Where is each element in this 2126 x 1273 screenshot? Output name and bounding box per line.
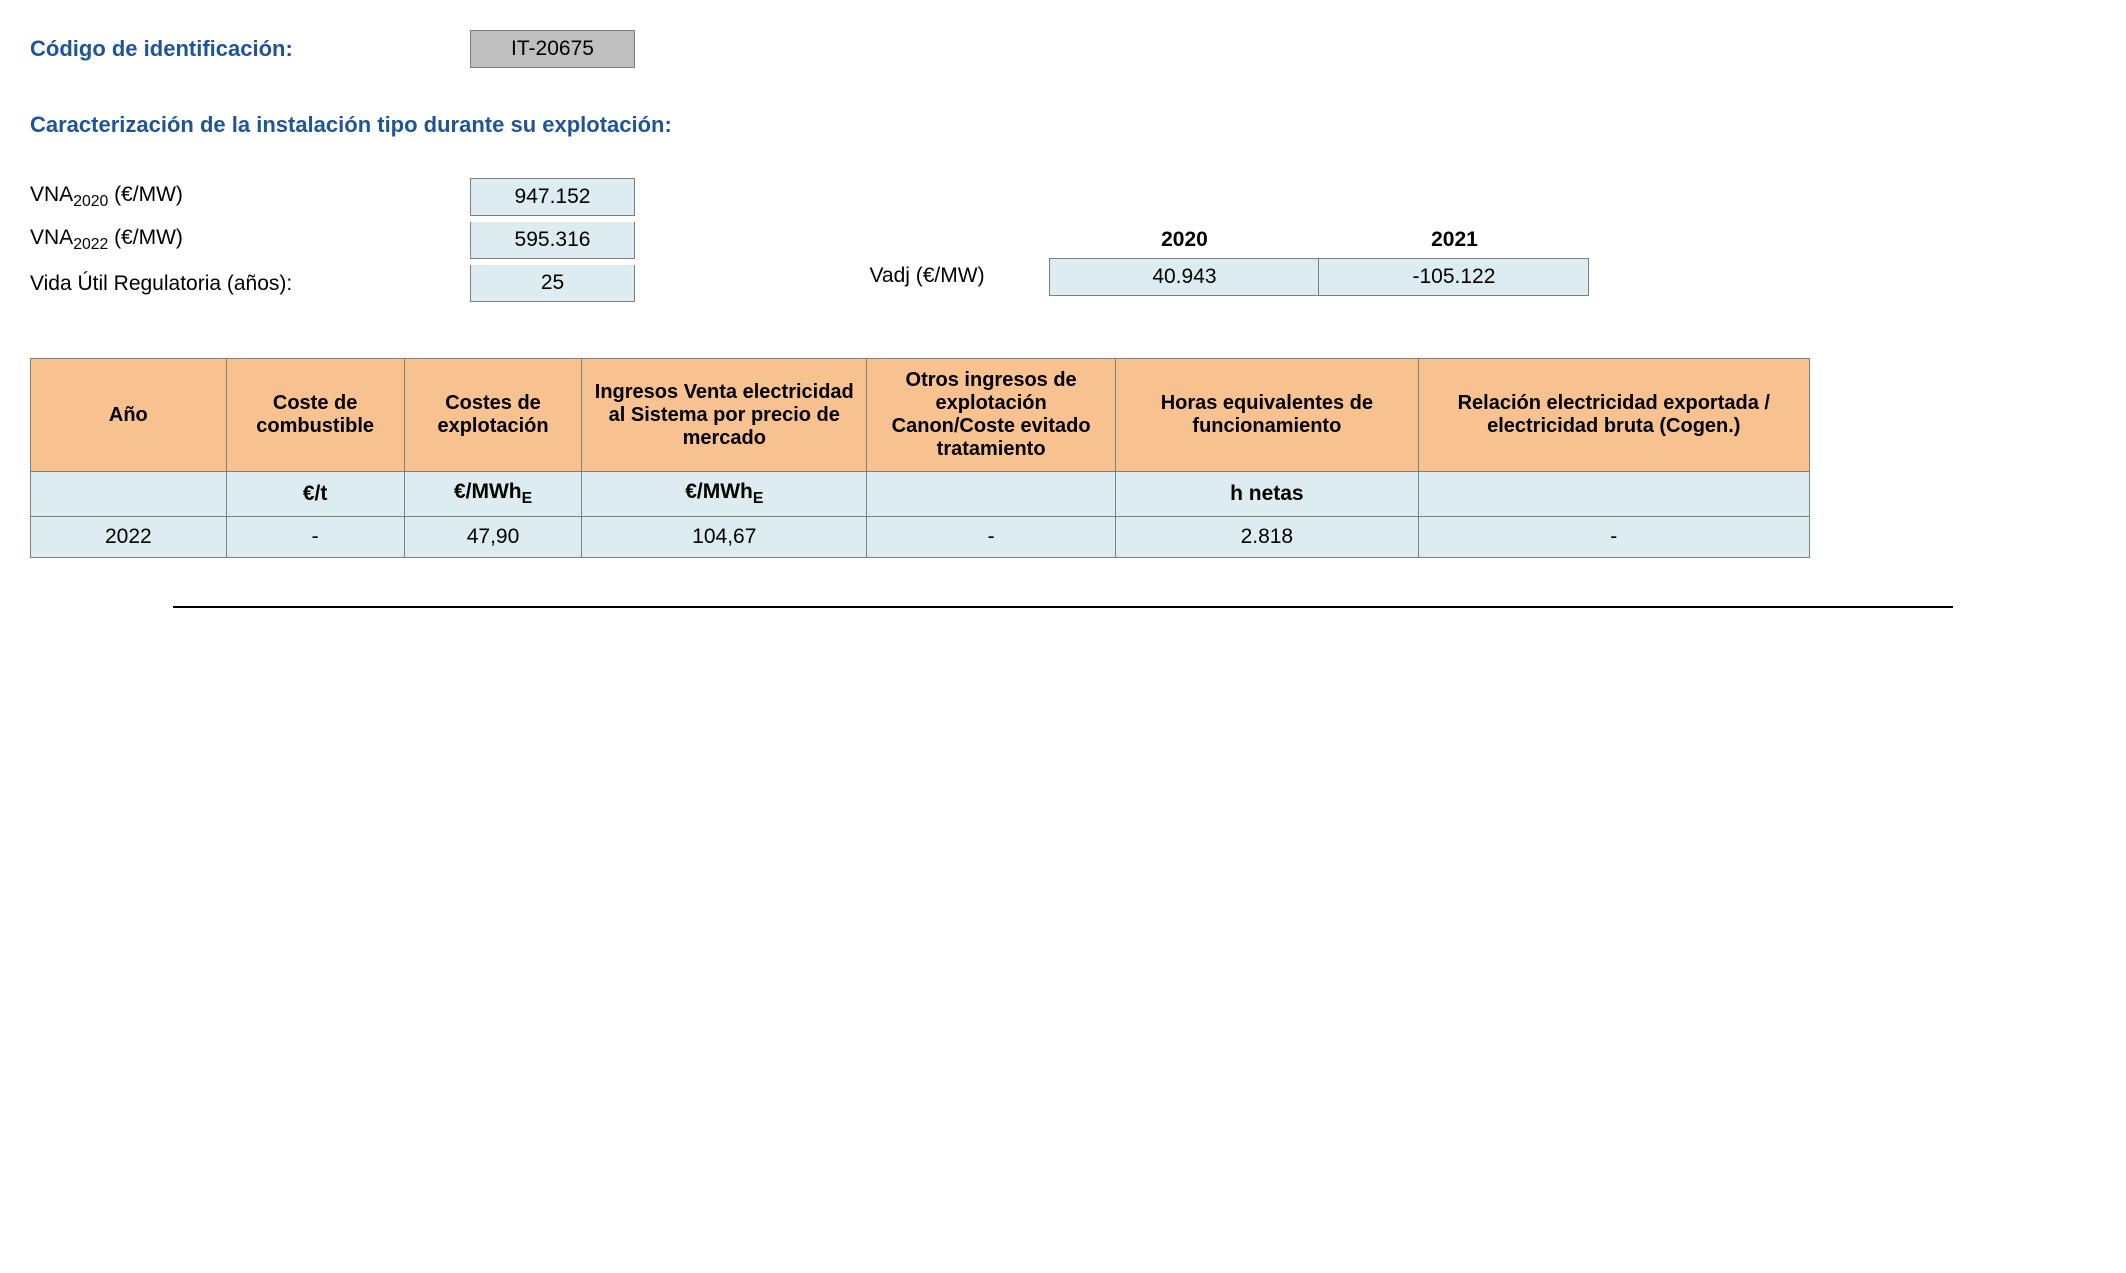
codigo-value: IT-20675 — [470, 30, 635, 68]
vna2020-label: VNA2020 (€/MW) — [30, 183, 470, 211]
vadj-value-1: 40.943 — [1049, 258, 1319, 296]
cell-relacion: - — [1418, 517, 1809, 558]
vadj-block: 2020 2021 Vadj (€/MW) 40.943 -105.122 — [869, 222, 1589, 296]
unit-coste-combustible: €/t — [226, 472, 404, 517]
vida-util-label: Vida Útil Regulatoria (años): — [30, 272, 470, 296]
vadj-year-1: 2020 — [1049, 222, 1319, 258]
vna2022-value: 595.316 — [470, 222, 635, 259]
caracterizacion-heading: Caracterización de la instalación tipo d… — [30, 112, 672, 138]
cell-ingresos-venta: 104,67 — [582, 517, 867, 558]
table-units-row: €/t €/MWhE €/MWhE h netas — [31, 472, 1810, 517]
unit-horas: h netas — [1116, 472, 1418, 517]
cell-costes-explotacion: 47,90 — [404, 517, 582, 558]
unit-costes-explotacion: €/MWhE — [404, 472, 582, 517]
cell-coste-combustible: - — [226, 517, 404, 558]
vna2022-label: VNA2022 (€/MW) — [30, 226, 470, 254]
table-header-row: Año Coste de combustible Costes de explo… — [31, 359, 1810, 472]
th-ano: Año — [31, 359, 227, 472]
th-ingresos-venta: Ingresos Venta electricidad al Sistema p… — [582, 359, 867, 472]
th-costes-explotacion: Costes de explotación — [404, 359, 582, 472]
vida-util-value: 25 — [470, 265, 635, 302]
vna2020-value: 947.152 — [470, 178, 635, 216]
table-row: 2022 - 47,90 104,67 - 2.818 - — [31, 517, 1810, 558]
unit-ingresos-venta: €/MWhE — [582, 472, 867, 517]
cell-horas: 2.818 — [1116, 517, 1418, 558]
unit-ano — [31, 472, 227, 517]
cell-ano: 2022 — [31, 517, 227, 558]
unit-relacion — [1418, 472, 1809, 517]
th-relacion: Relación electricidad exportada / electr… — [1418, 359, 1809, 472]
vadj-year-2: 2021 — [1319, 222, 1589, 258]
cell-otros-ingresos: - — [867, 517, 1116, 558]
th-coste-combustible: Coste de combustible — [226, 359, 404, 472]
vadj-label: Vadj (€/MW) — [869, 258, 1049, 296]
th-otros-ingresos: Otros ingresos de explotación Canon/Cost… — [867, 359, 1116, 472]
codigo-label: Código de identificación: — [30, 36, 470, 62]
unit-otros-ingresos — [867, 472, 1116, 517]
th-horas: Horas equivalentes de funcionamiento — [1116, 359, 1418, 472]
section-divider — [173, 606, 1953, 608]
data-table: Año Coste de combustible Costes de explo… — [30, 358, 1810, 558]
vadj-value-2: -105.122 — [1319, 258, 1589, 296]
